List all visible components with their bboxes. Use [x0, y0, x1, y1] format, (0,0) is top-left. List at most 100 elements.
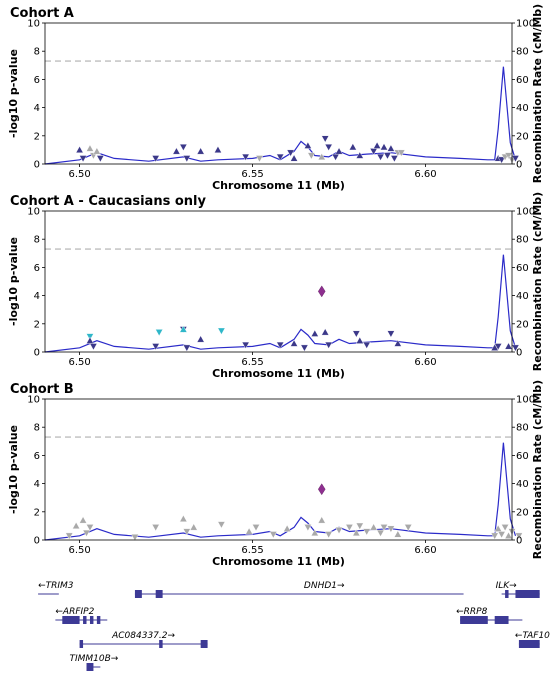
snp-point	[324, 341, 333, 349]
y-tick-label: 2	[34, 319, 40, 330]
x-tick-label: 6.55	[241, 169, 263, 180]
snp-point	[393, 339, 402, 347]
y2-tick-label: 20	[516, 507, 529, 518]
snp-point	[96, 155, 105, 163]
exon-block	[89, 616, 94, 624]
snp-point	[324, 531, 333, 539]
snp-point	[511, 344, 520, 352]
snp-point	[497, 531, 506, 539]
snp-point	[318, 483, 326, 496]
exon-block	[494, 616, 509, 624]
snp-point	[321, 135, 330, 143]
y-tick-label: 8	[34, 423, 40, 434]
snp-point	[196, 147, 205, 155]
snp-point	[82, 529, 91, 537]
snp-point	[501, 524, 510, 532]
x-axis-label: Chromosome 11 (Mb)	[212, 555, 345, 568]
snp-point	[269, 531, 278, 539]
y2-tick-label: 60	[516, 263, 529, 274]
panel-title: Cohort A	[10, 6, 74, 21]
snp-point	[386, 144, 395, 152]
gene-timm10b: TIMM10B→	[70, 654, 119, 671]
snp-point	[86, 336, 94, 344]
y-tick-label: 6	[34, 451, 40, 462]
y-tick-label: 8	[34, 47, 40, 58]
panel-2: Cohort A - Caucasians only02468100204060…	[7, 192, 544, 380]
exon-block	[83, 616, 87, 624]
snp-point	[494, 343, 503, 351]
snp-point	[355, 522, 364, 530]
y2-tick-label: 20	[516, 319, 529, 330]
snp-point	[182, 155, 191, 163]
plot-frame	[44, 22, 513, 165]
snp-point	[345, 524, 354, 532]
y2-tick-label: 40	[516, 103, 529, 114]
gene-label: ←ARFIP2	[55, 607, 94, 617]
snp-point	[331, 153, 340, 161]
snp-point	[511, 155, 520, 163]
x-tick-label: 6.60	[414, 169, 436, 180]
snp-point	[504, 152, 513, 160]
exon-block	[62, 616, 80, 624]
snp-point	[151, 155, 160, 163]
panel-title: Cohort A - Caucasians only	[10, 194, 206, 209]
snp-point	[383, 152, 392, 160]
snp-point	[335, 527, 343, 535]
snp-point	[362, 528, 371, 536]
exon-block	[460, 616, 488, 624]
x-tick-label: 6.50	[68, 545, 90, 556]
y-tick-label: 6	[34, 75, 40, 86]
snp-point	[131, 534, 139, 542]
snp-point	[151, 343, 160, 351]
snp-point	[317, 516, 326, 524]
gene-label: ←TAF10	[515, 631, 550, 641]
exon-block	[159, 640, 163, 648]
snp-point	[504, 531, 513, 539]
snp-point	[86, 524, 94, 532]
snp-point	[317, 152, 326, 161]
y2-tick-label: 0	[516, 536, 522, 547]
snp-point	[490, 532, 499, 540]
y2-tick-label: 100	[516, 207, 535, 218]
snp-point	[92, 147, 101, 155]
y2-tick-label: 80	[516, 47, 529, 58]
snp-point	[290, 339, 299, 347]
x-tick-label: 6.55	[241, 545, 263, 556]
x-tick-label: 6.60	[414, 545, 436, 556]
y2-tick-label: 80	[516, 423, 529, 434]
y-tick-label: 0	[34, 348, 40, 359]
snp-point	[65, 532, 74, 540]
snp-point	[355, 151, 364, 159]
recombination-rate-line	[44, 66, 517, 165]
snp-point	[504, 342, 513, 350]
y2-tick-label: 60	[516, 451, 529, 462]
snp-point	[352, 330, 361, 338]
snp-point	[182, 344, 191, 352]
gene-ilk: ILK→	[496, 581, 540, 598]
snp-point	[182, 528, 191, 536]
y-tick-label: 10	[27, 395, 40, 406]
snp-point	[79, 516, 87, 524]
gene-label: ILK→	[496, 581, 518, 591]
snp-point	[155, 329, 164, 337]
y2-tick-label: 40	[516, 479, 529, 490]
snp-point	[89, 343, 98, 351]
x-tick-label: 6.60	[414, 357, 436, 368]
y-axis-label: -log10 p-value	[7, 49, 20, 138]
snp-point	[79, 155, 87, 163]
panel-title: Cohort B	[10, 382, 74, 397]
y-tick-label: 2	[34, 507, 40, 518]
snp-point	[321, 328, 330, 336]
y-tick-label: 6	[34, 263, 40, 274]
snp-point	[303, 141, 312, 149]
y-tick-label: 4	[34, 479, 40, 490]
y2-tick-label: 0	[516, 348, 522, 359]
plot-frame	[44, 398, 513, 541]
snp-point	[283, 524, 292, 532]
y2-tick-label: 0	[516, 160, 522, 171]
snp-point	[514, 532, 523, 540]
y-tick-label: 2	[34, 131, 40, 142]
x-axis-label: Chromosome 11 (Mb)	[212, 367, 345, 380]
